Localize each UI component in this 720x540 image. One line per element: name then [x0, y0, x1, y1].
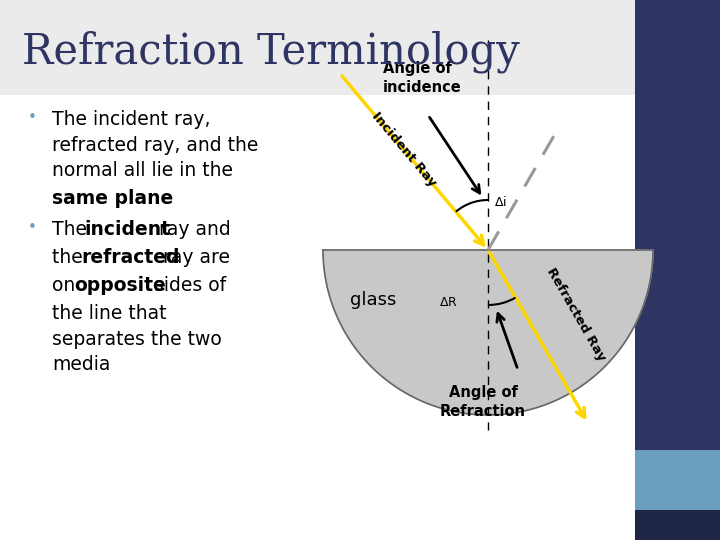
- Text: Refraction Terminology: Refraction Terminology: [22, 31, 520, 73]
- Polygon shape: [323, 250, 653, 415]
- Text: the line that
separates the two
media: the line that separates the two media: [52, 304, 222, 375]
- Text: opposite: opposite: [74, 276, 166, 295]
- Text: ray and: ray and: [153, 220, 230, 239]
- Bar: [635, 0, 720, 540]
- Text: Angle of
Refraction: Angle of Refraction: [440, 385, 526, 418]
- Text: the: the: [52, 248, 89, 267]
- Text: •: •: [28, 110, 37, 125]
- Text: •: •: [28, 220, 37, 235]
- Text: The incident ray,
refracted ray, and the
normal all lie in the: The incident ray, refracted ray, and the…: [52, 110, 258, 180]
- Text: same plane: same plane: [52, 189, 174, 208]
- Text: ray are: ray are: [157, 248, 230, 267]
- Text: Incident Ray: Incident Ray: [369, 110, 439, 190]
- Text: refracted: refracted: [81, 248, 179, 267]
- Text: incident: incident: [84, 220, 170, 239]
- Text: The: The: [52, 220, 93, 239]
- Bar: [635, 510, 720, 540]
- Text: $\Delta$R: $\Delta$R: [438, 295, 457, 308]
- Bar: [0, 0, 635, 95]
- Text: glass: glass: [350, 291, 396, 309]
- Text: on: on: [52, 276, 81, 295]
- Bar: [635, 450, 720, 510]
- Text: $\Delta$i: $\Delta$i: [494, 195, 507, 209]
- Text: Refracted Ray: Refracted Ray: [544, 266, 608, 363]
- Text: Angle of
incidence: Angle of incidence: [383, 62, 462, 95]
- Text: sides of: sides of: [148, 276, 226, 295]
